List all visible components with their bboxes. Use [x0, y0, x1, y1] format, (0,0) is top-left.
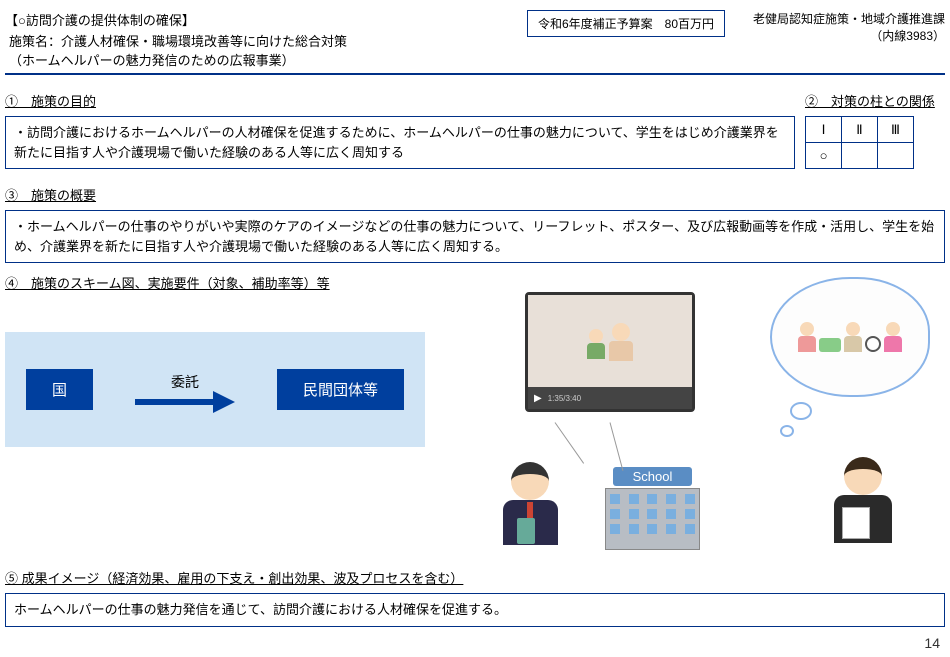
budget-box: 令和6年度補正予算案 80百万円 — [527, 10, 725, 37]
play-icon: ▶ — [534, 393, 542, 404]
pillar-table: Ⅰ Ⅱ Ⅲ ○ — [805, 116, 914, 169]
section1-title: ① 施策の目的 — [5, 91, 795, 110]
header: 【○訪問介護の提供体制の確保】 施策名：介護人材確保・職場環境改善等に向けた総合… — [5, 10, 945, 75]
arrow-label: 委託 — [171, 372, 199, 392]
page-number: 14 — [924, 635, 940, 651]
policy-name-line1: 施策名：介護人材確保・職場環境改善等に向けた総合対策 — [9, 31, 507, 50]
section3-title: ③ 施策の概要 — [5, 185, 945, 204]
student-female-illustration — [820, 457, 905, 557]
section2-title: ② 対策の柱との関係 — [805, 91, 945, 110]
pillar-col-1: Ⅰ — [806, 117, 842, 143]
dept-line2: （内線3983） — [745, 27, 945, 44]
purpose-column: ① 施策の目的 ・訪問介護におけるホームヘルパーの人材確保を促進するために、ホー… — [5, 85, 795, 179]
illustration-area: ▶ 1:35/3:40 School — [445, 302, 945, 562]
arrow-group: 委託 — [135, 372, 235, 408]
pillar-mark-1: ○ — [806, 143, 842, 169]
video-player-illustration: ▶ 1:35/3:40 — [525, 292, 695, 412]
section1-content: ・訪問介護におけるホームヘルパーの人材確保を促進するために、ホームヘルパーの仕事… — [5, 116, 795, 169]
pillar-col-2: Ⅱ — [842, 117, 878, 143]
header-right: 老健局認知症施策・地域介護推進課 （内線3983） — [745, 10, 945, 44]
pillar-mark-2 — [842, 143, 878, 169]
pillar-col-3: Ⅲ — [878, 117, 914, 143]
policy-name-line2: （ホームヘルパーの魅力発信のための広報事業） — [9, 50, 507, 69]
scheme-section: 国 委託 民間団体等 ▶ 1:35/3:40 — [5, 302, 945, 562]
school-sign: School — [613, 467, 692, 486]
category-label: 【○訪問介護の提供体制の確保】 — [5, 10, 507, 29]
dept-line1: 老健局認知症施策・地域介護推進課 — [745, 10, 945, 27]
connector-line — [610, 422, 624, 471]
scheme-box-left: 国 — [26, 369, 93, 410]
school-illustration: School — [605, 467, 700, 552]
pillar-mark-3 — [878, 143, 914, 169]
header-left: 【○訪問介護の提供体制の確保】 施策名：介護人材確保・職場環境改善等に向けた総合… — [5, 10, 507, 69]
section3-content: ・ホームヘルパーの仕事のやりがいや実際のケアのイメージなどの仕事の魅力について、… — [5, 210, 945, 263]
video-time: 1:35/3:40 — [548, 394, 581, 403]
section5-content: ホームヘルパーの仕事の魅力発信を通じて、訪問介護における人材確保を促進する。 — [5, 593, 945, 627]
arrow-icon — [135, 396, 235, 408]
student-male-illustration — [490, 462, 570, 557]
thought-bubble-illustration — [770, 277, 940, 427]
top-section: ① 施策の目的 ・訪問介護におけるホームヘルパーの人材確保を促進するために、ホー… — [5, 85, 945, 179]
scheme-diagram: 国 委託 民間団体等 — [5, 332, 425, 447]
pillar-column: ② 対策の柱との関係 Ⅰ Ⅱ Ⅲ ○ — [805, 85, 945, 169]
section5-title: ⑤ 成果イメージ（経済効果、雇用の下支え・創出効果、波及プロセスを含む） — [5, 568, 945, 587]
scheme-box-right: 民間団体等 — [277, 369, 404, 410]
connector-line — [555, 422, 584, 464]
